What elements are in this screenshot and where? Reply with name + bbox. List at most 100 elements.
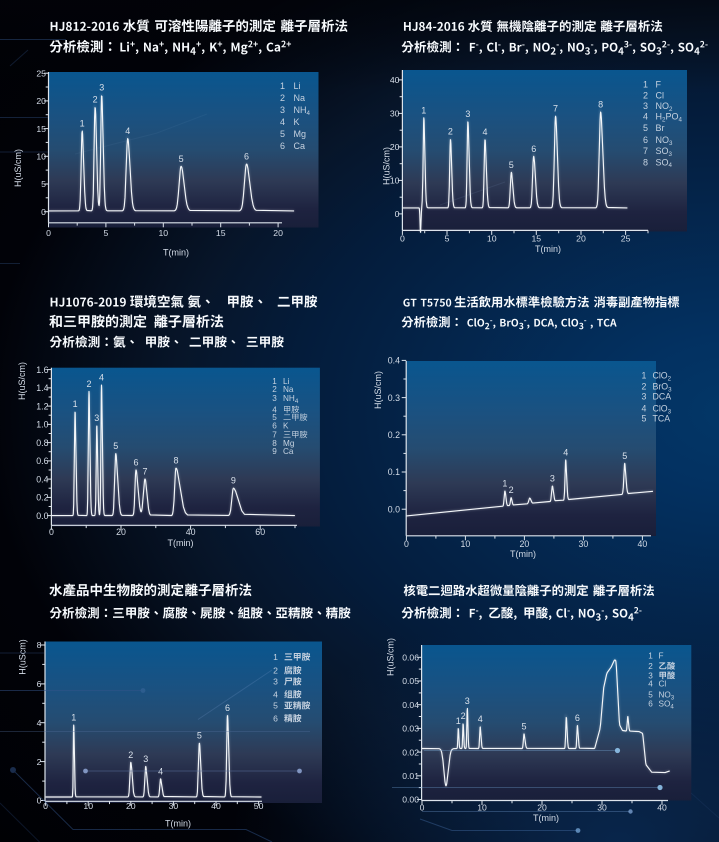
svg-text:H(uS/cm): H(uS/cm) [382, 147, 392, 185]
svg-text:T(min): T(min) [510, 549, 536, 559]
svg-text:1: 1 [280, 81, 285, 91]
svg-text:30: 30 [390, 109, 400, 119]
svg-text:1.2: 1.2 [36, 401, 48, 411]
svg-text:6: 6 [133, 458, 138, 468]
svg-text:5: 5 [280, 129, 285, 139]
svg-text:40: 40 [657, 803, 667, 813]
svg-text:0.2: 0.2 [36, 493, 48, 503]
svg-text:NO3: NO3 [656, 135, 674, 147]
svg-text:2: 2 [37, 757, 42, 767]
svg-text:T(min): T(min) [533, 813, 559, 823]
svg-text:25: 25 [36, 68, 46, 78]
svg-text:T(min): T(min) [535, 244, 561, 254]
svg-text:3: 3 [280, 105, 285, 115]
svg-text:50: 50 [254, 801, 264, 811]
svg-text:0.4: 0.4 [388, 356, 400, 366]
svg-text:20: 20 [520, 539, 530, 549]
svg-text:10: 10 [83, 801, 93, 811]
svg-text:2: 2 [272, 385, 277, 394]
svg-text:4: 4 [280, 117, 285, 127]
svg-text:1: 1 [502, 479, 507, 489]
svg-text:7: 7 [272, 431, 277, 440]
svg-text:K: K [283, 422, 289, 431]
svg-text:0.4: 0.4 [36, 474, 48, 484]
svg-text:6: 6 [272, 422, 277, 431]
svg-text:3: 3 [465, 109, 470, 119]
svg-text:Na: Na [283, 385, 294, 394]
svg-text:3: 3 [643, 101, 648, 111]
svg-text:8: 8 [173, 456, 178, 466]
svg-text:7: 7 [643, 146, 648, 156]
svg-text:20: 20 [36, 96, 46, 106]
svg-text:4: 4 [272, 406, 277, 415]
svg-text:6: 6 [648, 700, 653, 709]
svg-text:NO2: NO2 [656, 101, 674, 113]
svg-text:20: 20 [537, 803, 547, 813]
svg-text:0.04: 0.04 [402, 700, 419, 710]
svg-text:1: 1 [456, 716, 461, 726]
svg-text:2: 2 [93, 95, 98, 105]
svg-text:10: 10 [477, 803, 487, 813]
svg-text:20: 20 [126, 801, 136, 811]
svg-text:1: 1 [642, 370, 647, 380]
svg-text:5: 5 [648, 691, 653, 700]
svg-text:60: 60 [255, 527, 265, 537]
svg-text:30: 30 [169, 801, 179, 811]
svg-text:40: 40 [638, 539, 648, 549]
svg-text:40: 40 [211, 801, 221, 811]
svg-text:NH4: NH4 [283, 394, 299, 405]
svg-text:5: 5 [521, 721, 526, 731]
svg-text:T(min): T(min) [168, 538, 194, 548]
svg-text:NO3: NO3 [659, 691, 675, 702]
svg-text:3: 3 [550, 474, 555, 484]
svg-text:8: 8 [37, 640, 42, 650]
svg-text:2: 2 [280, 93, 285, 103]
svg-text:1: 1 [273, 652, 278, 662]
svg-text:20: 20 [576, 234, 586, 244]
svg-text:2: 2 [86, 379, 91, 389]
svg-text:6: 6 [280, 141, 285, 151]
svg-text:H(uScm): H(uScm) [18, 639, 28, 675]
svg-text:6: 6 [244, 152, 249, 162]
svg-text:9: 9 [231, 476, 236, 486]
svg-text:T(min): T(min) [163, 248, 189, 258]
svg-text:3: 3 [648, 671, 653, 680]
svg-text:T(min): T(min) [165, 819, 191, 829]
svg-text:25: 25 [621, 234, 631, 244]
svg-text:3: 3 [273, 677, 278, 687]
svg-text:4: 4 [125, 126, 130, 136]
svg-text:0.02: 0.02 [402, 747, 419, 757]
svg-text:H(uS/cm): H(uS/cm) [17, 362, 27, 400]
svg-text:0: 0 [41, 207, 46, 217]
svg-text:Li: Li [294, 81, 301, 91]
svg-text:K: K [294, 117, 300, 127]
svg-text:H(uS/cm): H(uS/cm) [386, 638, 396, 676]
svg-text:4: 4 [478, 714, 483, 724]
svg-text:6: 6 [531, 144, 536, 154]
svg-text:10: 10 [36, 152, 46, 162]
svg-text:0: 0 [46, 228, 51, 238]
svg-text:0.1: 0.1 [388, 467, 400, 477]
svg-text:Cl: Cl [659, 680, 667, 689]
svg-text:15: 15 [216, 228, 226, 238]
svg-text:15: 15 [36, 124, 46, 134]
svg-text:5: 5 [272, 413, 277, 422]
svg-text:1: 1 [73, 399, 78, 409]
svg-text:Cl: Cl [656, 90, 665, 100]
svg-text:8: 8 [598, 100, 603, 110]
svg-text:DCA: DCA [653, 392, 672, 402]
svg-text:Br: Br [656, 123, 665, 133]
svg-text:0: 0 [404, 539, 409, 549]
svg-text:2: 2 [642, 382, 647, 392]
svg-text:1.0: 1.0 [36, 420, 48, 430]
svg-text:2: 2 [128, 750, 133, 760]
svg-text:TCA: TCA [653, 414, 671, 424]
svg-text:0.06: 0.06 [402, 653, 419, 663]
svg-text:Li: Li [283, 377, 290, 386]
svg-text:1: 1 [643, 79, 648, 89]
svg-text:Ca: Ca [283, 447, 294, 456]
svg-text:SO4: SO4 [656, 157, 673, 169]
svg-text:0: 0 [420, 803, 425, 813]
svg-text:0.0: 0.0 [388, 504, 400, 514]
svg-text:10: 10 [158, 228, 168, 238]
